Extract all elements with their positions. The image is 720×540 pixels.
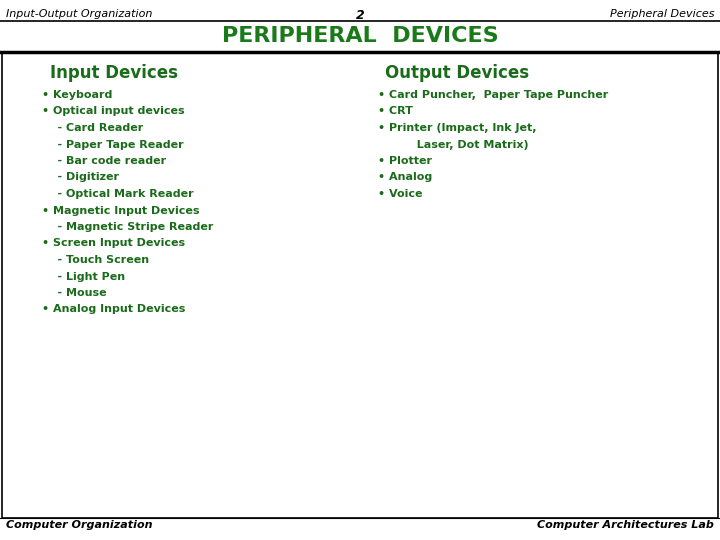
- Text: Computer Organization: Computer Organization: [6, 520, 153, 530]
- Text: • Analog Input Devices: • Analog Input Devices: [42, 305, 185, 314]
- Text: • Card Puncher,  Paper Tape Puncher: • Card Puncher, Paper Tape Puncher: [378, 90, 608, 100]
- Text: • Screen Input Devices: • Screen Input Devices: [42, 239, 185, 248]
- Text: • Printer (Impact, Ink Jet,: • Printer (Impact, Ink Jet,: [378, 123, 536, 133]
- Text: - Magnetic Stripe Reader: - Magnetic Stripe Reader: [42, 222, 213, 232]
- Text: Input-Output Organization: Input-Output Organization: [6, 9, 153, 19]
- Text: • Optical input devices: • Optical input devices: [42, 106, 184, 117]
- Text: - Digitizer: - Digitizer: [42, 172, 119, 183]
- Text: - Card Reader: - Card Reader: [42, 123, 143, 133]
- Text: Input Devices: Input Devices: [50, 64, 178, 82]
- Text: • Keyboard: • Keyboard: [42, 90, 112, 100]
- Text: Laser, Dot Matrix): Laser, Dot Matrix): [378, 139, 528, 150]
- Text: • Plotter: • Plotter: [378, 156, 432, 166]
- Text: PERIPHERAL  DEVICES: PERIPHERAL DEVICES: [222, 26, 498, 46]
- Text: Computer Architectures Lab: Computer Architectures Lab: [537, 520, 714, 530]
- Text: 2: 2: [356, 9, 364, 22]
- Text: - Mouse: - Mouse: [42, 288, 107, 298]
- Text: • Voice: • Voice: [378, 189, 423, 199]
- Text: - Light Pen: - Light Pen: [42, 272, 125, 281]
- Bar: [2, 52, 718, 518]
- Text: Output Devices: Output Devices: [385, 64, 529, 82]
- Bar: [0, 21, 720, 52]
- Text: - Bar code reader: - Bar code reader: [42, 156, 166, 166]
- Text: Peripheral Devices: Peripheral Devices: [610, 9, 714, 19]
- Text: • Analog: • Analog: [378, 172, 432, 183]
- Text: - Touch Screen: - Touch Screen: [42, 255, 149, 265]
- Text: • Magnetic Input Devices: • Magnetic Input Devices: [42, 206, 199, 215]
- Text: - Optical Mark Reader: - Optical Mark Reader: [42, 189, 194, 199]
- Text: • CRT: • CRT: [378, 106, 413, 117]
- Text: - Paper Tape Reader: - Paper Tape Reader: [42, 139, 184, 150]
